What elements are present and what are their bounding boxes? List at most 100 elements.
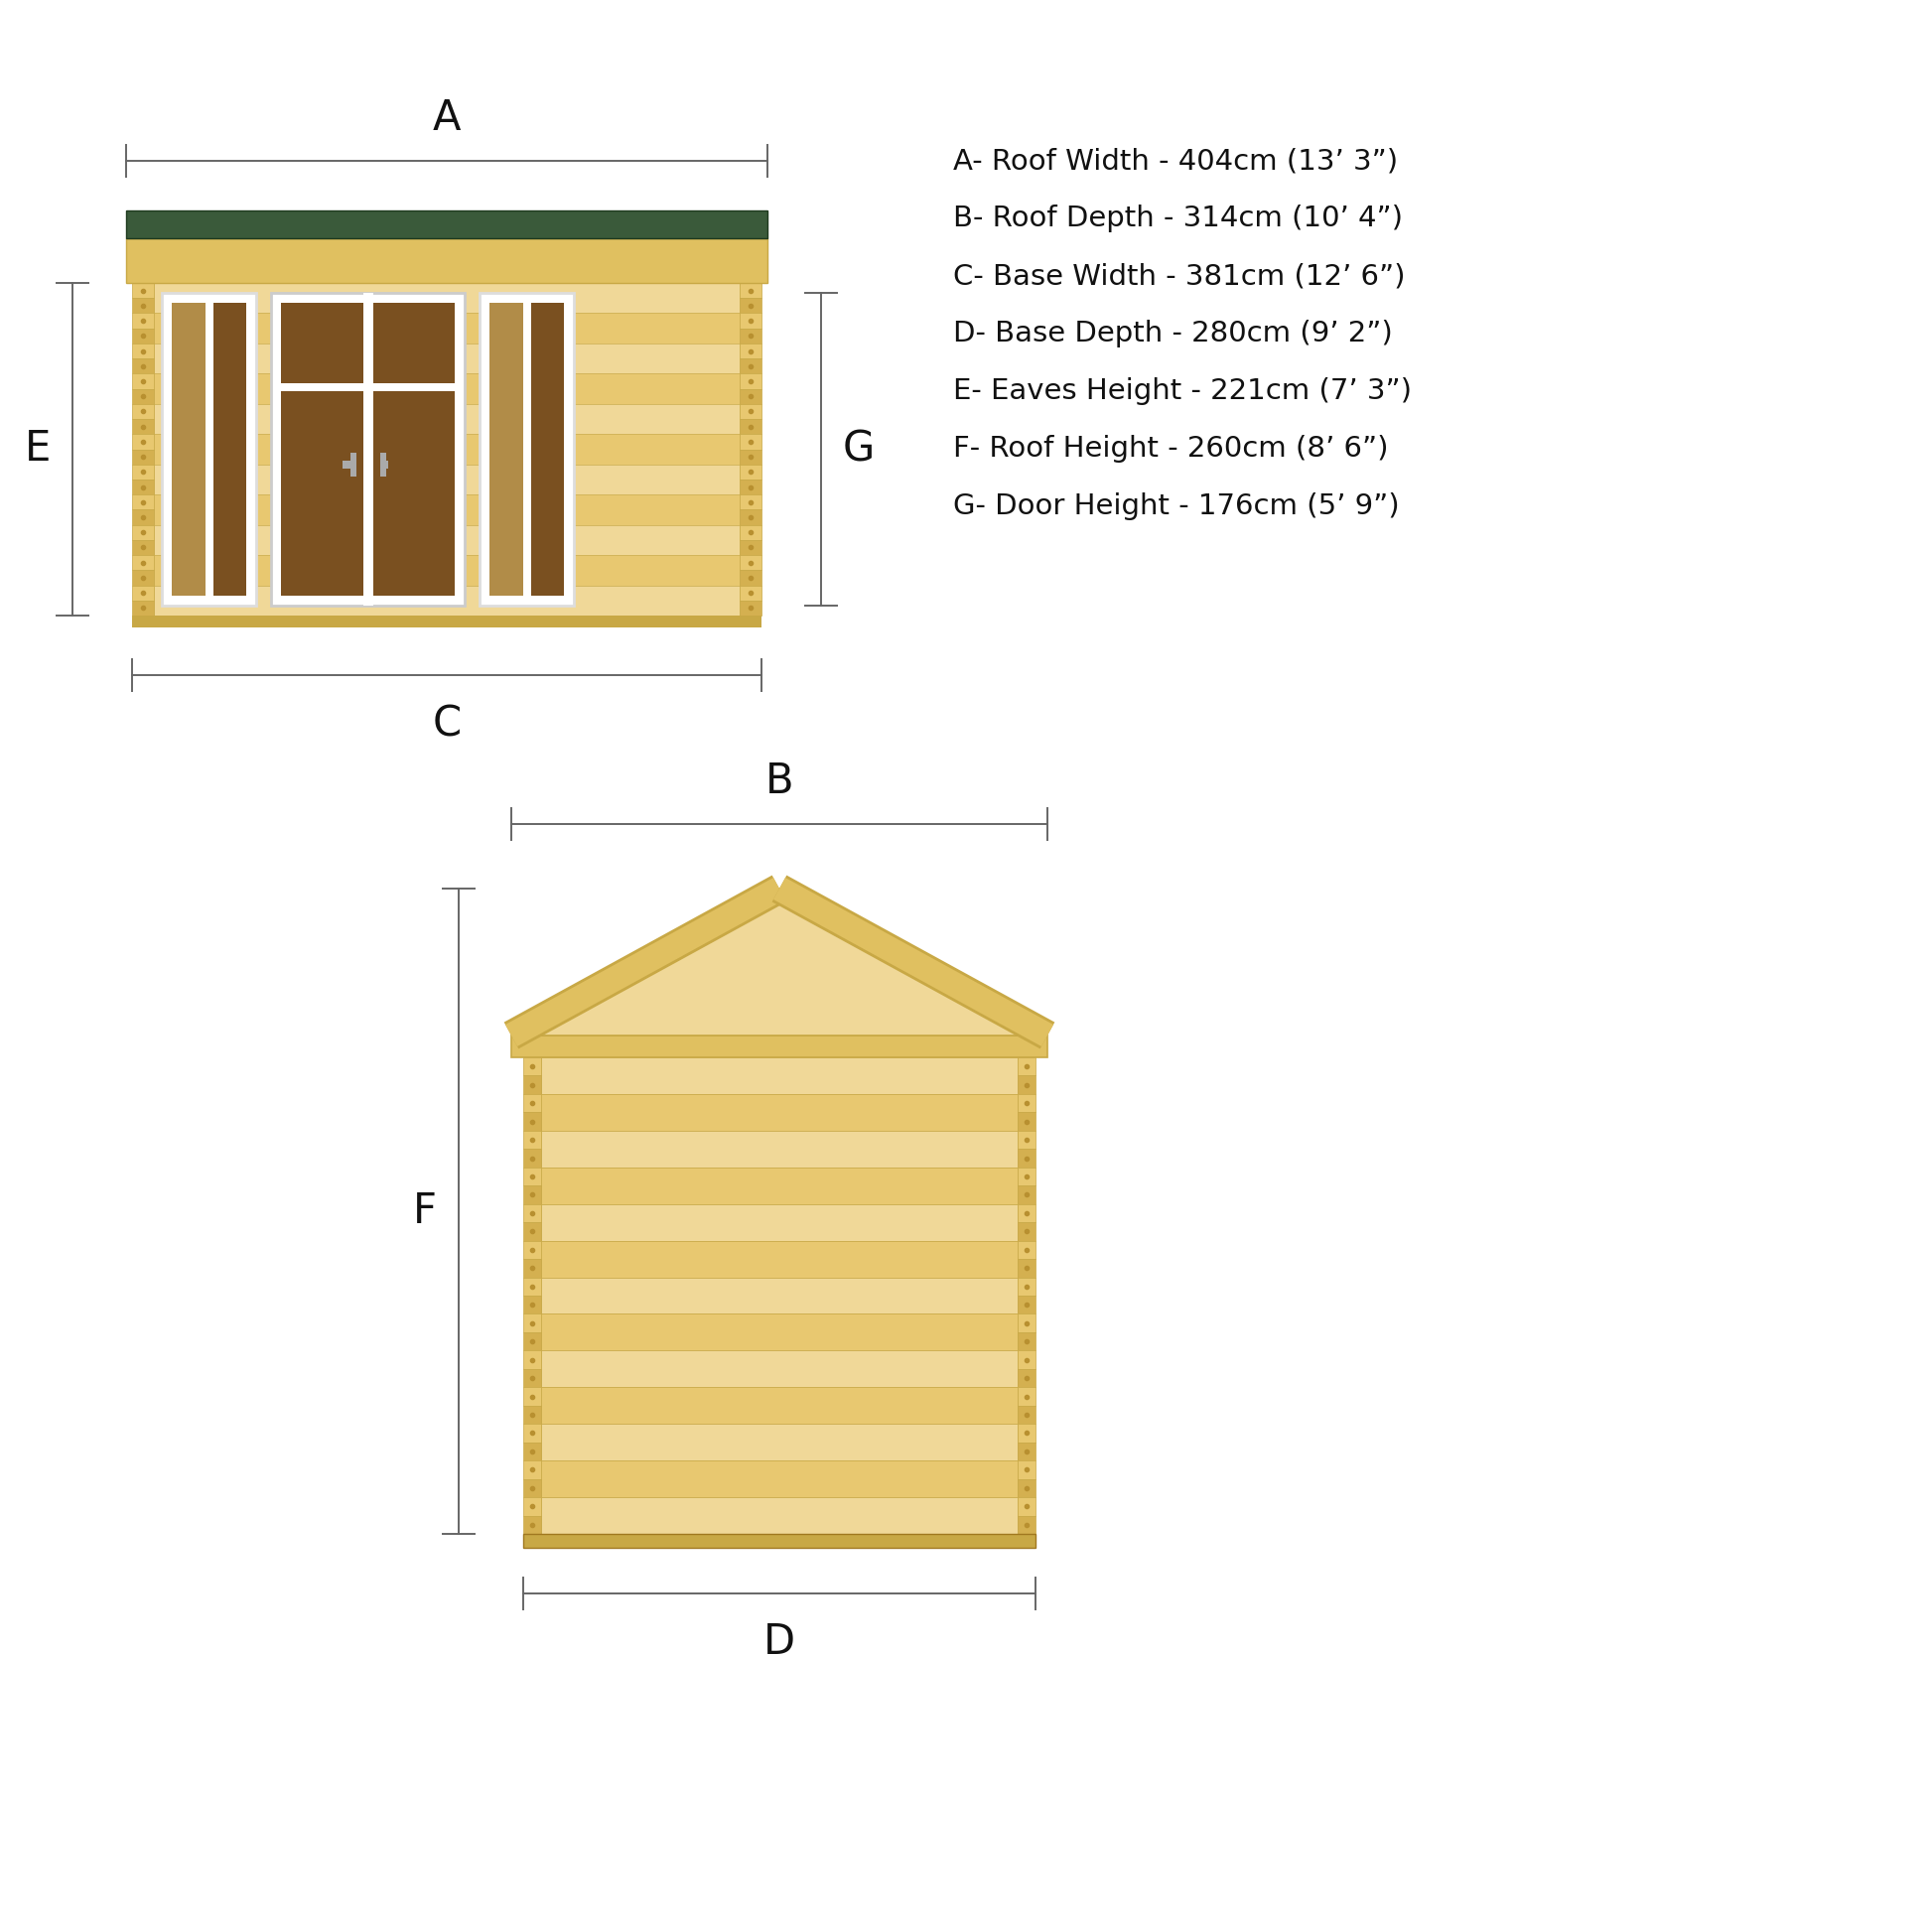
Bar (541, 1387, 1018, 1424)
Bar (381, 452, 386, 477)
Bar (1018, 1461, 1036, 1478)
Bar (489, 303, 564, 595)
Bar (1018, 1387, 1036, 1406)
Bar (740, 388, 761, 404)
Bar (541, 1130, 1018, 1167)
Bar (131, 359, 155, 373)
Bar (541, 1277, 1018, 1314)
Text: B- Roof Depth - 314cm (10’ 4”): B- Roof Depth - 314cm (10’ 4”) (952, 205, 1403, 232)
Bar (350, 452, 355, 477)
Bar (524, 1296, 541, 1314)
Bar (524, 1150, 541, 1167)
Bar (1018, 1314, 1036, 1333)
Text: C: C (433, 703, 462, 744)
Bar (524, 1478, 541, 1497)
Text: A- Roof Width - 404cm (13’ 3”): A- Roof Width - 404cm (13’ 3”) (952, 147, 1399, 174)
Bar (172, 303, 207, 595)
Bar (524, 1204, 541, 1223)
Bar (524, 1240, 541, 1260)
Bar (740, 373, 761, 388)
Bar (131, 450, 155, 464)
Bar (131, 373, 155, 388)
Bar (541, 1497, 1018, 1534)
Bar (131, 313, 155, 328)
Bar (524, 1130, 541, 1150)
Bar (363, 294, 373, 605)
Bar (131, 570, 155, 585)
Bar (1018, 1186, 1036, 1204)
Bar (1018, 1076, 1036, 1094)
Bar (489, 303, 526, 595)
Bar (280, 303, 363, 595)
Bar (131, 419, 155, 435)
Bar (740, 419, 761, 435)
Bar (524, 1497, 541, 1515)
Bar (740, 435, 761, 450)
Text: G: G (842, 429, 875, 469)
Bar (541, 1461, 1018, 1497)
Bar (1018, 1296, 1036, 1314)
Bar (541, 1167, 1018, 1204)
Bar (740, 298, 761, 313)
Bar (155, 344, 740, 373)
Bar (155, 495, 740, 526)
Bar (1018, 1443, 1036, 1461)
Bar (740, 464, 761, 479)
Bar (740, 404, 761, 419)
Bar (1018, 1478, 1036, 1497)
Bar (155, 435, 740, 464)
Bar (342, 462, 350, 469)
Bar (131, 404, 155, 419)
Text: C- Base Width - 381cm (12’ 6”): C- Base Width - 381cm (12’ 6”) (952, 263, 1405, 290)
Bar (740, 328, 761, 344)
Bar (131, 282, 155, 298)
Text: E- Eaves Height - 221cm (7’ 3”): E- Eaves Height - 221cm (7’ 3”) (952, 377, 1412, 406)
Text: G- Door Height - 176cm (5’ 9”): G- Door Height - 176cm (5’ 9”) (952, 493, 1399, 520)
Bar (270, 294, 464, 605)
Bar (740, 601, 761, 616)
Bar (155, 313, 740, 344)
Text: F: F (413, 1190, 437, 1233)
Text: D: D (763, 1621, 796, 1663)
Bar (524, 1260, 541, 1277)
Bar (131, 388, 155, 404)
Bar (1018, 1240, 1036, 1260)
Bar (162, 294, 257, 605)
Bar (126, 238, 767, 282)
Bar (131, 601, 155, 616)
Bar (131, 510, 155, 526)
Bar (740, 585, 761, 601)
Bar (1018, 1497, 1036, 1515)
Bar (541, 1204, 1018, 1240)
Bar (1018, 1223, 1036, 1240)
Bar (131, 616, 761, 628)
Bar (1018, 1350, 1036, 1370)
Bar (155, 282, 740, 313)
Bar (280, 383, 363, 390)
Bar (740, 282, 761, 298)
Bar (524, 1186, 541, 1204)
Bar (524, 1277, 541, 1296)
Bar (131, 554, 155, 570)
Bar (524, 1387, 541, 1406)
Bar (740, 313, 761, 328)
Bar (524, 1424, 541, 1443)
Bar (371, 303, 454, 595)
Bar (1018, 1370, 1036, 1387)
Bar (524, 1094, 541, 1113)
Bar (1018, 1277, 1036, 1296)
Bar (131, 344, 155, 359)
Bar (524, 1076, 541, 1094)
Bar (131, 526, 155, 539)
Bar (1018, 1424, 1036, 1443)
Bar (1018, 1094, 1036, 1113)
Bar (740, 526, 761, 539)
Bar (740, 479, 761, 495)
Bar (1018, 1057, 1036, 1076)
Bar (1018, 1113, 1036, 1130)
Bar (740, 359, 761, 373)
Bar (155, 554, 740, 585)
Bar (131, 435, 155, 450)
Bar (524, 1223, 541, 1240)
Bar (541, 1350, 1018, 1387)
